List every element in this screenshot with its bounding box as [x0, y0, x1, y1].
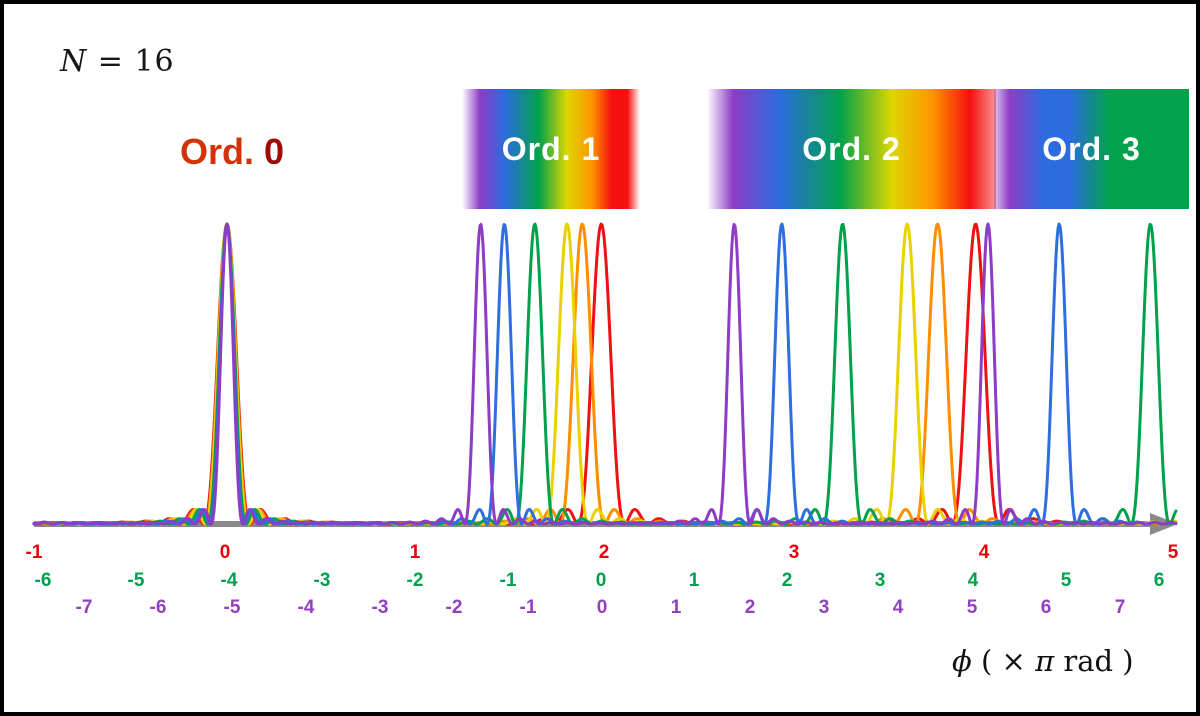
tick-violet-0: 0 [596, 597, 608, 618]
curve-yellow [32, 222, 1178, 526]
tick-green--6: -6 [34, 570, 52, 591]
tick-red-2: 2 [598, 542, 610, 563]
tick-green-0: 0 [595, 570, 607, 591]
x-axis-arrowhead-icon [1150, 513, 1178, 535]
tick-green-4: 4 [967, 570, 979, 591]
n-value: = 16 [87, 44, 175, 79]
order-band-label-1: Ord. 1 [501, 130, 601, 167]
tick-violet-1: 1 [670, 597, 682, 618]
tick-red-1: 1 [409, 542, 421, 563]
axis-label-end: rad ) [1054, 644, 1134, 678]
tick-violet--2: -2 [445, 597, 463, 618]
tick-violet--1: -1 [519, 597, 537, 618]
order-band-2: Ord. 2 [707, 89, 996, 209]
curve-green [32, 222, 1178, 526]
tick-violet-4: 4 [892, 597, 904, 618]
tick-green-2: 2 [781, 570, 793, 591]
n-symbol: N [60, 44, 88, 79]
tick-red-4: 4 [978, 542, 990, 563]
curve-orange [32, 222, 1178, 526]
tick-green-5: 5 [1060, 570, 1072, 591]
tick-red-3: 3 [788, 542, 800, 563]
tick-green-3: 3 [874, 570, 886, 591]
tick-green--1: -1 [499, 570, 517, 591]
tick-green--5: -5 [127, 570, 145, 591]
order0-prefix: Ord. [179, 131, 264, 172]
tick-violet--7: -7 [75, 597, 93, 618]
tick-green--2: -2 [406, 570, 424, 591]
curve-blue [32, 222, 1178, 526]
tick-green--3: -3 [313, 570, 331, 591]
tick-green--4: -4 [220, 570, 238, 591]
order-band-label-3: Ord. 3 [1042, 130, 1141, 167]
n-slits-title: N = 16 [60, 44, 175, 79]
tick-violet--4: -4 [297, 597, 315, 618]
x-axis-label: ϕ ( × π rad ) [952, 644, 1134, 678]
tick-violet-2: 2 [744, 597, 756, 618]
tick-violet-5: 5 [966, 597, 978, 618]
tick-violet-3: 3 [818, 597, 830, 618]
order-band-1: Ord. 1 [462, 89, 640, 209]
tick-violet-7: 7 [1114, 597, 1126, 618]
tick-red-0: 0 [219, 542, 231, 563]
curve-red [32, 222, 1178, 526]
tick-violet--3: -3 [371, 597, 389, 618]
order-band-3: Ord. 3 [994, 89, 1189, 209]
tick-violet-6: 6 [1040, 597, 1052, 618]
tick-violet--5: -5 [223, 597, 241, 618]
tick-violet--6: -6 [149, 597, 167, 618]
tick-red-5: 5 [1167, 542, 1179, 563]
phi-symbol: ϕ [952, 644, 972, 678]
curve-violet [32, 222, 1178, 526]
order-0-label: Ord. 0 [180, 131, 284, 173]
order0-number: 0 [263, 131, 285, 172]
tick-red--1: -1 [25, 542, 43, 563]
pi-symbol: π [1035, 644, 1055, 678]
axis-label-mid: ( × [971, 644, 1036, 678]
order-band-label-2: Ord. 2 [802, 130, 901, 167]
tick-green-6: 6 [1153, 570, 1165, 591]
tick-green-1: 1 [688, 570, 700, 591]
